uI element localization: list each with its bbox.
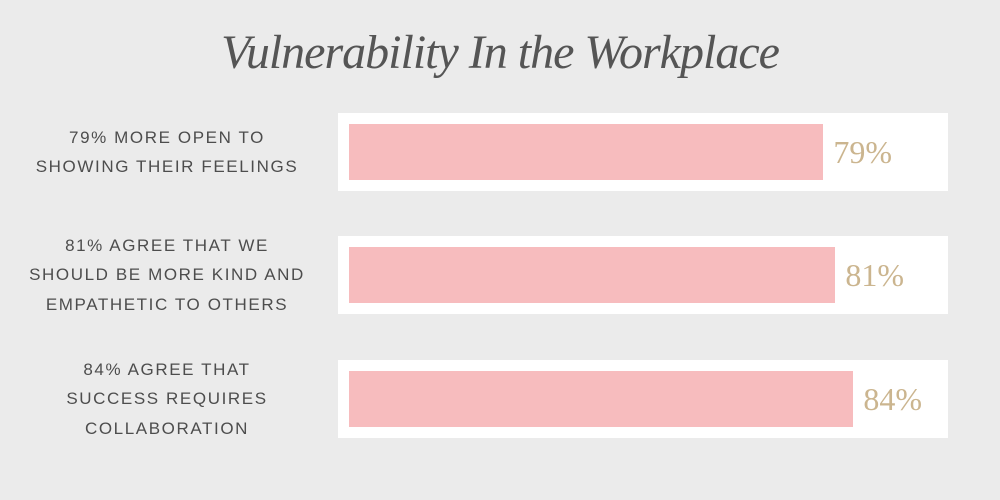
bar-value-label: 84% <box>863 381 923 417</box>
bar-category-label-line: EMPATHETIC TO OTHERS <box>45 294 289 314</box>
bar <box>349 247 836 303</box>
bar-value-label: 79% <box>833 134 893 170</box>
bar-category-label-line: 84% AGREE THAT <box>83 359 251 379</box>
bar-category-label-line: 81% AGREE THAT WE <box>65 235 269 255</box>
bar-category-label-line: COLLABORATION <box>84 418 250 438</box>
chart-title: Vulnerability In the Workplace <box>221 26 780 79</box>
bar-category-label: 81% AGREE THAT WE SHOULD BE MORE KIND AND… <box>12 231 322 320</box>
bar <box>349 371 854 427</box>
bar-category-label: 79% MORE OPEN TO SHOWING THEIR FEELINGS <box>12 123 322 182</box>
bar-category-label-line: SHOULD BE MORE KIND AND <box>29 265 305 285</box>
bar-category-label-line: SHOWING THEIR FEELINGS <box>35 157 299 176</box>
bar-category-label-line: SUCCESS REQUIRES <box>66 389 268 409</box>
bar <box>349 124 824 180</box>
bar-category-label: 84% AGREE THAT SUCCESS REQUIRES COLLABORAT… <box>12 355 322 444</box>
bar-category-label-line: 79% MORE OPEN TO <box>69 127 265 147</box>
bar-value-label: 81% <box>845 257 905 293</box>
bar-track: 84% <box>338 360 948 438</box>
bar-track: 79% <box>338 113 948 191</box>
bar-track: 81% <box>338 236 948 314</box>
